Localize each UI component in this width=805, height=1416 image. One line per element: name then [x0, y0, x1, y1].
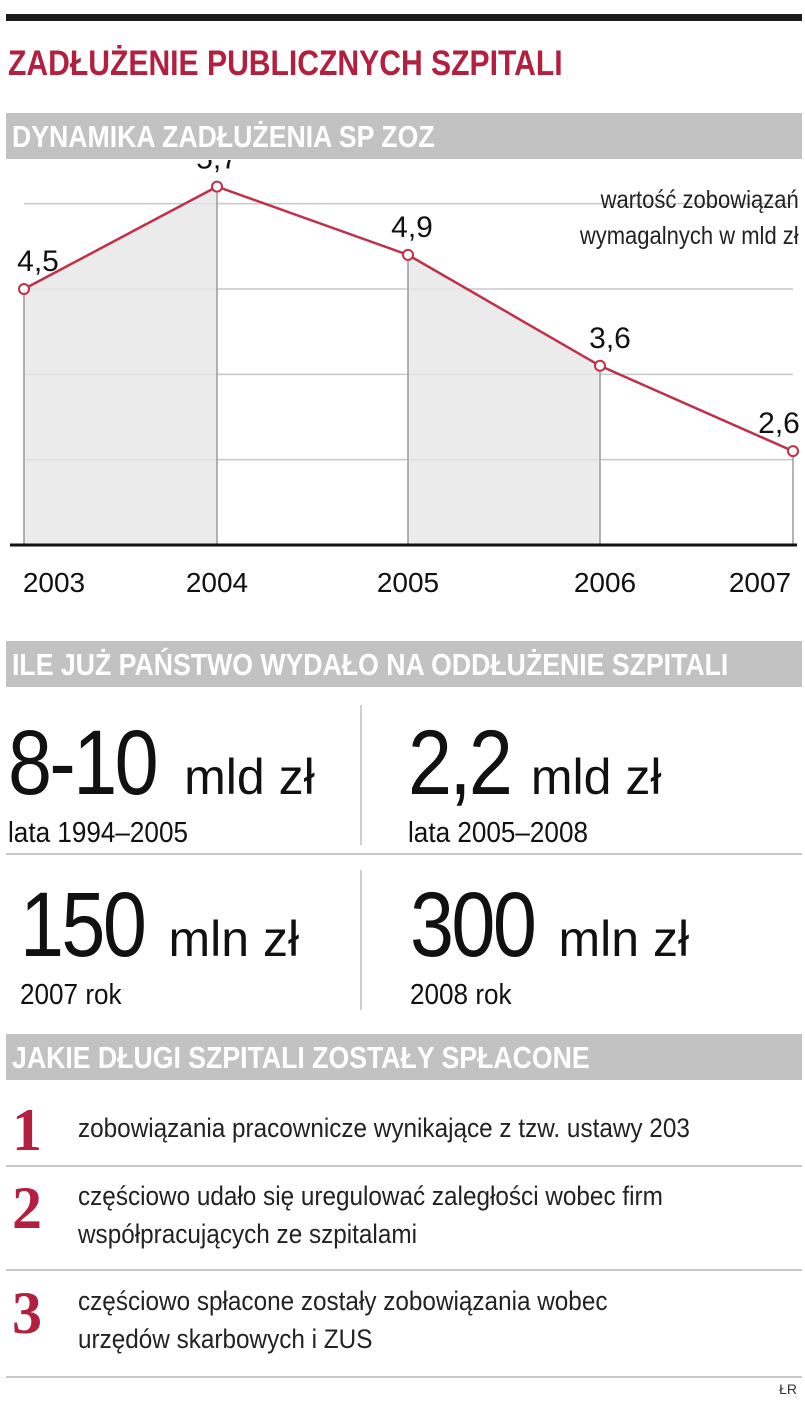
- stat-caption: 2007 rok: [20, 979, 122, 1011]
- list-divider: [6, 1165, 802, 1167]
- chart-note-line-1: wartość zobowiązań: [600, 186, 799, 214]
- debt-chart: 4,5 5,7 4,9 3,6 2,6 2003 2004 2005 2006 2007: [10, 160, 800, 598]
- stat-2008: 300 mln zł 2008 rok: [410, 877, 689, 1012]
- x-tick-label: 2007: [729, 567, 791, 598]
- list-item-number: 1: [12, 1097, 42, 1163]
- top-rule: [6, 14, 802, 21]
- stat-2005-2008: 2,2 mld zł lata 2005–2008: [408, 715, 661, 850]
- list-item-text: częściowo spłacone zostały zobowiązania …: [78, 1286, 608, 1316]
- x-tick-label: 2003: [23, 567, 85, 598]
- list-divider: [6, 1376, 802, 1378]
- section-header-label: JAKIE DŁUGI SZPITALI ZOSTAŁY SPŁACONE: [12, 1040, 590, 1075]
- list-item-number: 2: [12, 1175, 42, 1241]
- list-divider: [6, 1269, 802, 1271]
- data-point: [594, 359, 606, 372]
- stat-unit: mln zł: [168, 911, 300, 967]
- stat-row-divider: [6, 853, 802, 855]
- section-header-spending: ILE JUŻ PAŃSTWO WYDAŁO NA ODDŁUŻENIE SZP…: [6, 641, 802, 687]
- list-item: 3 częściowo spłacone zostały zobowiązani…: [6, 1283, 802, 1365]
- data-label: 2,6: [758, 407, 800, 440]
- stat-value: 8-10: [8, 712, 159, 814]
- stat-unit: mld zł: [530, 749, 662, 805]
- stat-2007: 150 mln zł 2007 rok: [20, 877, 299, 1012]
- list-item-number: 3: [12, 1280, 42, 1346]
- area-fill: [408, 254, 600, 545]
- data-point: [402, 248, 414, 261]
- x-tick-label: 2004: [186, 567, 248, 598]
- stat-value: 300: [410, 874, 537, 976]
- chart-note: wartość zobowiązań wymagalnych w mld zł: [550, 182, 799, 254]
- section-header-repaid: JAKIE DŁUGI SZPITALI ZOSTAŁY SPŁACONE: [6, 1034, 802, 1080]
- stat-value: 150: [20, 874, 147, 976]
- author-credit: ŁR: [779, 1381, 797, 1397]
- stat-caption: 2008 rok: [410, 979, 512, 1011]
- stat-unit: mln zł: [558, 911, 690, 967]
- data-point: [211, 180, 223, 193]
- data-label: 4,5: [17, 245, 59, 278]
- data-label: 3,6: [589, 322, 631, 355]
- list-item-text: urzędów skarbowych i ZUS: [78, 1324, 373, 1354]
- section-header-label: DYNAMIKA ZADŁUŻENIA SP ZOZ: [12, 119, 435, 154]
- stat-1994-2005: 8-10 mld zł lata 1994–2005: [8, 715, 315, 850]
- section-header-debt-dynamics: DYNAMIKA ZADŁUŻENIA SP ZOZ: [6, 113, 802, 159]
- list-item-text: częściowo udało się uregulować zaległośc…: [78, 1181, 663, 1211]
- area-fill: [24, 186, 217, 545]
- stat-divider: [360, 705, 362, 845]
- data-label: 4,9: [391, 211, 433, 244]
- page-title: ZADŁUŻENIE PUBLICZNYCH SZPITALI: [8, 44, 563, 83]
- x-tick-label: 2005: [377, 567, 439, 598]
- stat-value: 2,2: [408, 712, 513, 814]
- chart-note-line-2: wymagalnych w mld zł: [580, 222, 799, 250]
- data-label: 5,7: [196, 160, 238, 176]
- data-point: [18, 283, 30, 295]
- data-point: [787, 445, 799, 458]
- list-item: 1 zobowiązania pracownicze wynikające z …: [6, 1100, 802, 1162]
- x-tick-label: 2006: [574, 567, 636, 598]
- section-header-label: ILE JUŻ PAŃSTWO WYDAŁO NA ODDŁUŻENIE SZP…: [12, 647, 729, 682]
- stat-divider: [360, 870, 362, 1010]
- list-item: 2 częściowo udało się uregulować zaległo…: [6, 1178, 802, 1260]
- list-item-text: zobowiązania pracownicze wynikające z tz…: [78, 1113, 690, 1143]
- stat-caption: lata 1994–2005: [8, 817, 188, 849]
- stat-unit: mld zł: [184, 749, 315, 805]
- stat-caption: lata 2005–2008: [408, 817, 588, 849]
- list-item-text: współpracujących ze szpitalami: [78, 1219, 417, 1249]
